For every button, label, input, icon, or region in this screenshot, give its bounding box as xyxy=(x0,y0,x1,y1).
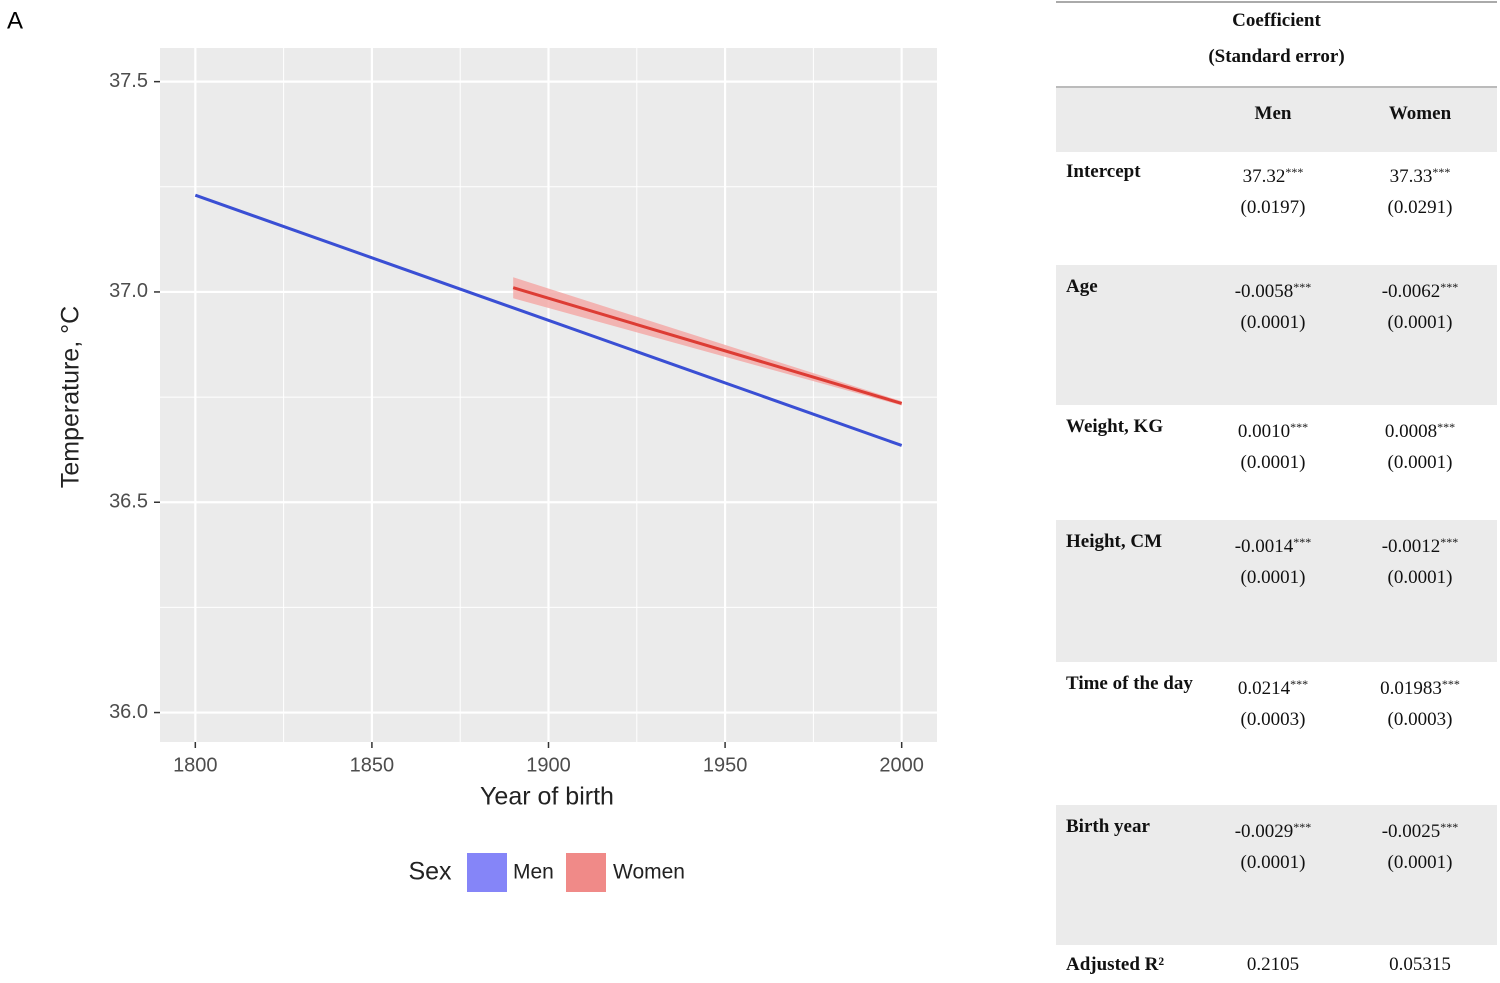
column-header: Men xyxy=(1203,96,1343,132)
estimate: -0.0058 xyxy=(1235,281,1294,302)
estimate: -0.0029 xyxy=(1235,821,1294,842)
x-tick-label: 1900 xyxy=(526,754,571,776)
estimate: 37.32 xyxy=(1243,166,1286,187)
coefficient: -0.0025*** xyxy=(1350,809,1490,850)
y-tick-label: 36.0 xyxy=(109,701,148,723)
x-tick-label: 1850 xyxy=(350,754,395,776)
significance: *** xyxy=(1440,535,1458,549)
y-tick-label: 37.5 xyxy=(109,70,148,92)
standard-error: (0.0001) xyxy=(1350,305,1490,341)
y-axis-label: Temperature, °C xyxy=(57,306,85,488)
estimate: -0.0025 xyxy=(1382,821,1441,842)
standard-error: (0.0001) xyxy=(1203,845,1343,881)
significance: *** xyxy=(1437,420,1455,434)
standard-error: (0.0001) xyxy=(1350,845,1490,881)
table-header: (Standard error) xyxy=(1056,46,1497,68)
estimate: -0.0012 xyxy=(1382,536,1441,557)
significance: *** xyxy=(1290,677,1308,691)
chart: A B Year of birth Temperature, °C Sex 18… xyxy=(0,0,1000,981)
legend-key xyxy=(566,853,606,892)
estimate: -0.0014 xyxy=(1235,536,1294,557)
legend-title: Sex xyxy=(408,858,452,886)
row-label: Age xyxy=(1066,269,1196,305)
standard-error: (0.0001) xyxy=(1350,445,1490,481)
table-row: Height, CM-0.0014***(0.0001)-0.0012***(0… xyxy=(1056,520,1497,662)
coefficient: 0.05315 xyxy=(1350,947,1490,983)
estimate: 0.05315 xyxy=(1389,954,1451,975)
table-row: Adjusted R² 0.2105 0.05315 xyxy=(1056,945,1497,981)
estimate: 0.2105 xyxy=(1247,954,1299,975)
standard-error: (0.0291) xyxy=(1350,190,1490,226)
standard-error: (0.0001) xyxy=(1203,560,1343,596)
standard-error: (0.0003) xyxy=(1203,702,1343,738)
coefficient: 0.2105 xyxy=(1203,947,1343,983)
significance: *** xyxy=(1432,165,1450,179)
estimate: 0.0214 xyxy=(1238,678,1290,699)
coefficient: -0.0058*** xyxy=(1203,269,1343,310)
significance: *** xyxy=(1285,165,1303,179)
significance: *** xyxy=(1293,535,1311,549)
x-tick-label: 2000 xyxy=(879,754,924,776)
standard-error: (0.0001) xyxy=(1203,305,1343,341)
table-row: Birth year-0.0029***(0.0001)-0.0025***(0… xyxy=(1056,805,1497,945)
row-label: Adjusted R² xyxy=(1066,947,1196,983)
standard-error: (0.0001) xyxy=(1203,445,1343,481)
coefficient: -0.0062*** xyxy=(1350,269,1490,310)
coefficient: -0.0029*** xyxy=(1203,809,1343,850)
table: Coefficient (Standard error) Men Women I… xyxy=(1056,0,1497,981)
legend-key xyxy=(467,853,507,892)
coefficient: -0.0014*** xyxy=(1203,524,1343,565)
table-row: Age-0.0058***(0.0001)-0.0062***(0.0001) xyxy=(1056,265,1497,405)
x-axis-label: Year of birth xyxy=(480,783,614,811)
panel-label: A xyxy=(7,7,23,34)
coefficient: 0.01983*** xyxy=(1350,666,1490,707)
row-label: Time of the day xyxy=(1066,666,1196,702)
column-header: Women xyxy=(1350,96,1490,132)
standard-error: (0.0197) xyxy=(1203,190,1343,226)
x-tick-label: 1950 xyxy=(703,754,748,776)
estimate: 0.0010 xyxy=(1238,421,1290,442)
row-label: Birth year xyxy=(1066,809,1196,845)
standard-error: (0.0001) xyxy=(1350,560,1490,596)
legend-label: Women xyxy=(613,861,685,884)
row-label: Height, CM xyxy=(1066,524,1196,560)
significance: *** xyxy=(1440,820,1458,834)
significance: *** xyxy=(1293,280,1311,294)
legend-label: Men xyxy=(513,861,554,884)
row-label: Weight, KG xyxy=(1066,409,1196,445)
rule xyxy=(1056,1,1497,3)
y-tick-label: 36.5 xyxy=(109,491,148,513)
header-row: Men Women xyxy=(1056,86,1497,152)
estimate: 0.0008 xyxy=(1385,421,1437,442)
estimate: 0.01983 xyxy=(1380,678,1442,699)
standard-error: (0.0003) xyxy=(1350,702,1490,738)
estimate: 37.33 xyxy=(1390,166,1433,187)
x-tick-label: 1800 xyxy=(173,754,218,776)
coefficient: 37.32*** xyxy=(1203,154,1343,195)
significance: *** xyxy=(1293,820,1311,834)
y-tick-label: 37.0 xyxy=(109,280,148,302)
significance: *** xyxy=(1442,677,1460,691)
coefficient: 0.0214*** xyxy=(1203,666,1343,707)
coefficient: 0.0010*** xyxy=(1203,409,1343,450)
estimate: -0.0062 xyxy=(1382,281,1441,302)
coefficient: -0.0012*** xyxy=(1350,524,1490,565)
row-label: Intercept xyxy=(1066,154,1196,190)
coefficient: 0.0008*** xyxy=(1350,409,1490,450)
significance: *** xyxy=(1290,420,1308,434)
coefficient: 37.33*** xyxy=(1350,154,1490,195)
table-header: Coefficient xyxy=(1056,10,1497,32)
significance: *** xyxy=(1440,280,1458,294)
